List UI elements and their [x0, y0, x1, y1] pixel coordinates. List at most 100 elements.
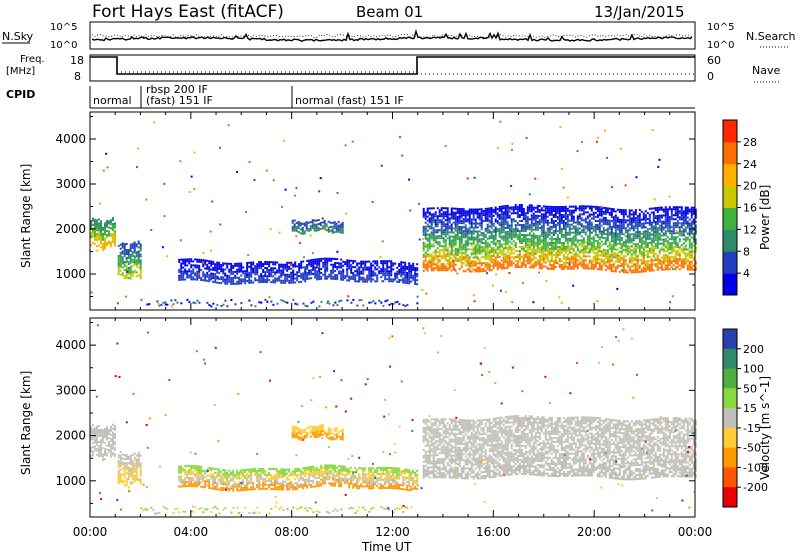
range-gate-cell [412, 276, 415, 279]
range-gate-cell [470, 266, 473, 269]
range-gate-cell [464, 270, 467, 273]
range-gate-cell [658, 216, 661, 219]
range-gate-cell [408, 276, 411, 279]
range-gate-cell [492, 266, 495, 269]
range-gate-cell [238, 282, 241, 285]
range-gate-cell [662, 260, 665, 263]
range-gate-cell [658, 232, 661, 235]
range-gate-cell [335, 224, 338, 227]
range-gate-cell [282, 265, 285, 268]
range-gate-cell [112, 233, 114, 236]
range-gate-cell [666, 262, 669, 265]
range-gate-cell [526, 254, 529, 257]
range-gate-cell [678, 226, 681, 229]
range-gate-cell [512, 234, 515, 237]
range-gate-cell [640, 236, 643, 239]
range-gate-cell [486, 211, 489, 214]
range-gate-cell [576, 259, 579, 262]
range-gate-cell [106, 236, 108, 238]
range-gate-cell [428, 233, 431, 236]
range-gate-cell [358, 299, 361, 302]
range-gate-cell [600, 236, 603, 239]
range-gate-cell [664, 258, 667, 261]
range-gate-cell [440, 215, 443, 218]
range-gate-cell [272, 303, 275, 306]
range-gate-cell [560, 236, 563, 238]
range-gate-cell [100, 232, 102, 235]
range-gate-cell [552, 230, 555, 232]
range-gate-cell [352, 299, 355, 301]
range-gate-cell [470, 270, 473, 273]
range-gate-cell [530, 240, 533, 243]
range-gate-cell [422, 229, 425, 232]
range-gate-cell [636, 243, 639, 246]
range-gate-cell [94, 232, 96, 235]
range-gate-cell [694, 248, 697, 251]
range-gate-cell [352, 262, 355, 265]
range-gate-cell [318, 190, 321, 193]
range-gate-cell [694, 208, 697, 211]
range-gate-cell [690, 210, 693, 213]
range-gate-cell [94, 220, 96, 223]
range-gate-cell [182, 274, 185, 277]
range-gate-cell [202, 261, 205, 264]
range-gate-cell [436, 217, 439, 220]
range-gate-cell [544, 253, 547, 256]
range-gate-cell [468, 232, 471, 235]
range-gate-cell [676, 258, 679, 261]
range-gate-cell [404, 271, 407, 274]
range-gate-cell [550, 235, 553, 238]
range-gate-cell [511, 142, 514, 145]
range-gate-cell [204, 277, 207, 280]
range-gate-cell [454, 251, 457, 254]
y-tick-label: 3000 [55, 177, 86, 191]
range-gate-cell [514, 212, 517, 215]
range-gate-cell [452, 215, 455, 218]
range-gate-cell [192, 264, 195, 267]
range-gate-cell [329, 221, 332, 224]
range-gate-cell [222, 278, 225, 281]
range-gate-cell [618, 220, 621, 223]
range-gate-cell [434, 215, 437, 218]
range-gate-cell [606, 259, 609, 262]
range-gate-cell [604, 221, 607, 224]
range-gate-cell [336, 258, 339, 261]
range-gate-cell [354, 270, 357, 273]
range-gate-cell [398, 273, 401, 275]
range-gate-cell [312, 258, 315, 261]
range-gate-cell [127, 251, 130, 253]
range-gate-cell [628, 245, 631, 248]
range-gate-cell [540, 259, 543, 262]
range-gate-cell [210, 272, 213, 275]
range-gate-cell [504, 243, 507, 246]
range-gate-cell [612, 234, 615, 237]
range-gate-cell [123, 261, 126, 264]
range-gate-cell [604, 207, 607, 210]
range-gate-cell [500, 205, 503, 208]
range-gate-cell [466, 232, 469, 235]
range-gate-cell [338, 272, 341, 275]
range-gate-cell [414, 277, 417, 279]
range-gate-cell [578, 257, 581, 260]
range-gate-cell [490, 207, 493, 210]
range-gate-cell [117, 259, 120, 261]
range-gate-cell [314, 260, 317, 263]
range-gate-cell [516, 234, 519, 237]
range-gate-cell [452, 213, 455, 216]
range-gate-cell [96, 245, 98, 248]
range-gate-cell [133, 251, 136, 254]
range-gate-cell [540, 219, 543, 222]
range-gate-cell [90, 220, 92, 222]
range-gate-cell [476, 246, 479, 249]
range-gate-cell [368, 301, 371, 304]
range-gate-cell [208, 268, 211, 271]
range-gate-cell [446, 219, 449, 222]
range-gate-cell [129, 275, 132, 278]
range-gate-cell [618, 210, 621, 213]
range-gate-cell [200, 277, 203, 279]
range-gate-cell [636, 227, 639, 230]
range-gate-cell [634, 259, 637, 262]
range-gate-cell [636, 267, 639, 270]
range-gate-cell [212, 262, 215, 265]
range-gate-cell [316, 262, 319, 265]
